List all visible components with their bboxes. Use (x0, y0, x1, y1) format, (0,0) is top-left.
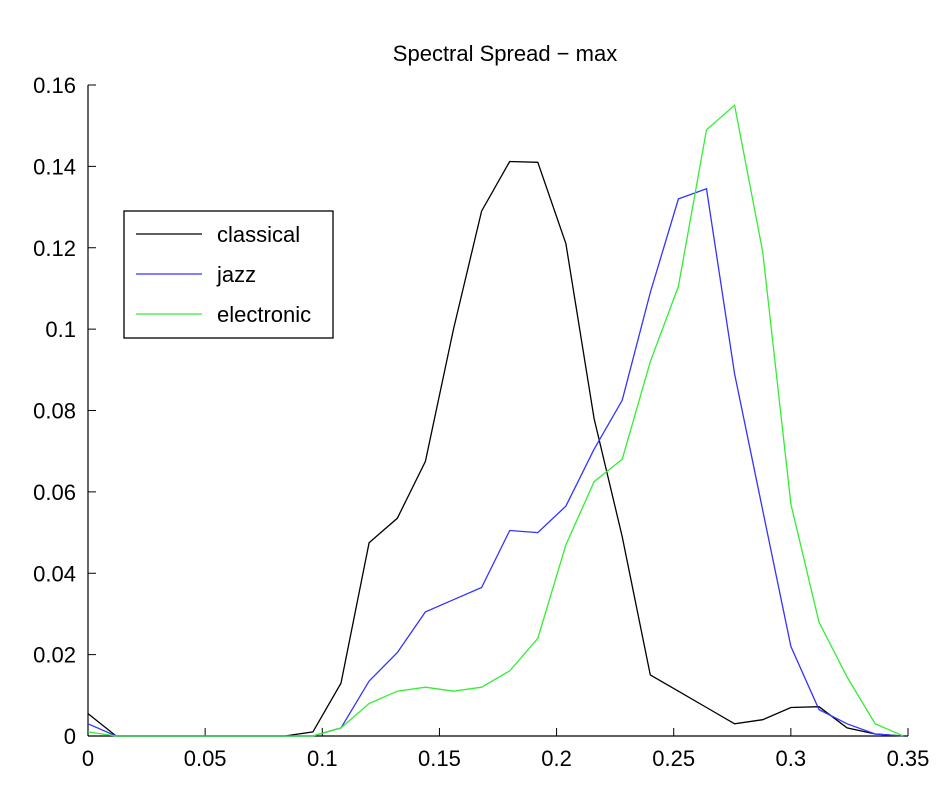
axes: 0 0.05 0.1 0.15 0.2 0.25 0.3 0.35 0 0.02 0.04 0.06 0… (33, 73, 929, 771)
y-tick-label: 0.04 (33, 561, 76, 586)
chart-title: Spectral Spread − max (393, 41, 617, 66)
x-tick-label: 0.3 (776, 746, 807, 771)
legend-label-electronic: electronic (217, 302, 311, 327)
y-tick-label: 0.08 (33, 399, 76, 424)
series-line-electronic (87, 104, 904, 737)
x-tick-label: 0.25 (652, 746, 695, 771)
x-tick-label: 0.15 (418, 746, 461, 771)
y-tick-label: 0.14 (33, 154, 76, 179)
legend-label-jazz: jazz (216, 262, 256, 287)
y-tick-label: 0.06 (33, 480, 76, 505)
x-tick-label: 0.1 (307, 746, 338, 771)
plot-area (87, 104, 904, 737)
y-tick-label: 0.16 (33, 73, 76, 98)
legend: classical jazz electronic (123, 210, 334, 339)
legend-label-classical: classical (217, 222, 300, 247)
x-tick-label: 0.2 (541, 746, 572, 771)
y-tick-label: 0.12 (33, 236, 76, 261)
y-tick-label: 0 (64, 724, 76, 749)
y-tick-label: 0.02 (33, 643, 76, 668)
y-tick-label: 0.1 (45, 317, 76, 342)
x-tick-label: 0.05 (184, 746, 227, 771)
x-tick-label: 0 (82, 746, 94, 771)
x-tick-label: 0.35 (887, 746, 930, 771)
